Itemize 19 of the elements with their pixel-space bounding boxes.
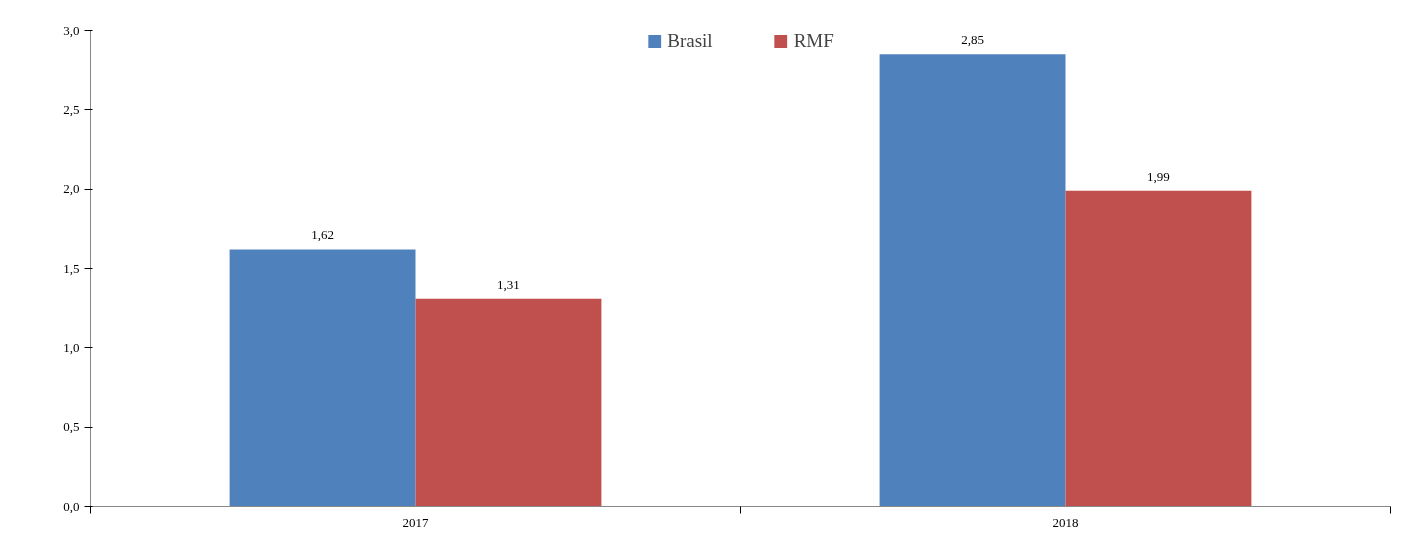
bar (229, 249, 416, 507)
x-tick-label: 2018 (1052, 514, 1079, 530)
legend-label: Brasil (667, 30, 713, 52)
data-label: 1,62 (311, 227, 334, 243)
y-tick-label: 0,5 (63, 419, 80, 435)
bar (415, 298, 602, 507)
y-tick-label: 1,5 (63, 260, 80, 276)
x-tick-label: 2017 (402, 514, 429, 530)
y-tick-label: 1,0 (63, 339, 80, 355)
legend-label: RMF (793, 30, 834, 52)
data-label: 1,31 (497, 276, 520, 292)
y-tick-label: 0,0 (63, 498, 80, 514)
y-tick-label: 2,0 (63, 181, 80, 197)
data-label: 1,99 (1147, 168, 1170, 184)
bar (1065, 190, 1252, 507)
bar (879, 54, 1066, 507)
y-tick-label: 2,5 (63, 101, 80, 117)
data-label: 2,85 (961, 32, 984, 48)
y-tick-label: 3,0 (63, 22, 80, 38)
